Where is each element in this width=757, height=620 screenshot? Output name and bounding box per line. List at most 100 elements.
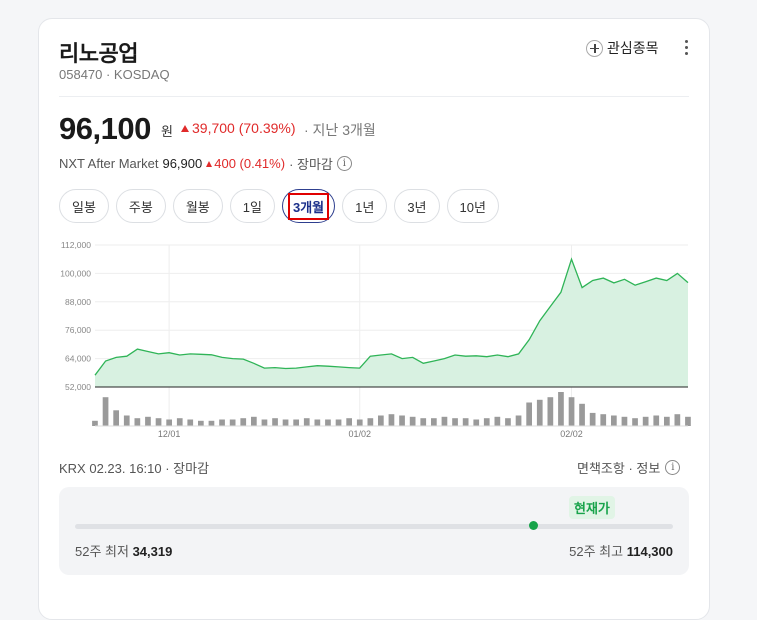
- nxt-after-market: NXT After Market 96,900 400 (0.41%) · 장마…: [59, 154, 352, 173]
- tab-weekly[interactable]: 주봉: [115, 189, 166, 223]
- volume-bar: [483, 418, 490, 426]
- y-tick-label: 112,000: [61, 240, 91, 250]
- volume-bar: [229, 419, 236, 426]
- volume-bar: [441, 416, 448, 426]
- price-unit: 원: [161, 124, 173, 139]
- watchlist-label: 관심종목: [607, 40, 659, 56]
- volume-bar: [272, 418, 278, 426]
- current-price-marker: [529, 521, 538, 530]
- volume-bar: [123, 415, 130, 426]
- volume-bar: [378, 415, 384, 426]
- volume-bar: [251, 416, 257, 426]
- current-price-badge: 현재가: [569, 496, 615, 519]
- nxt-status: · 장마감: [289, 157, 333, 172]
- volume-bar: [526, 402, 532, 426]
- volume-bar: [462, 418, 469, 426]
- y-tick-label: 76,000: [65, 325, 91, 335]
- plus-icon: [586, 39, 603, 57]
- volume-bar: [505, 418, 511, 426]
- volume-bar: [219, 419, 225, 426]
- info-icon[interactable]: i: [336, 156, 352, 171]
- x-tick-label: 01/02: [348, 429, 371, 439]
- nxt-label: NXT After Market: [59, 156, 159, 171]
- 52-week-low: 52주 최저 34,319: [75, 544, 173, 559]
- price-change: 39,700 (70.39%): [181, 120, 296, 136]
- volume-bar: [621, 416, 628, 426]
- volume-bar: [515, 415, 522, 426]
- volume-bar: [92, 420, 98, 426]
- volume-bar: [589, 412, 596, 426]
- volume-bar: [600, 414, 607, 426]
- volume-bar: [240, 418, 247, 426]
- volume-bar: [664, 416, 670, 426]
- volume-bar: [409, 416, 416, 426]
- volume-bar: [367, 418, 374, 426]
- volume-bar: [346, 418, 352, 426]
- nxt-change: 400 (0.41%): [206, 156, 285, 171]
- tab-3y[interactable]: 3년: [394, 189, 440, 223]
- price-area: [95, 259, 688, 387]
- volume-bar: [155, 418, 162, 426]
- change-period: · 지난 3개월: [304, 122, 376, 138]
- info-icon[interactable]: i: [665, 460, 681, 475]
- volume-bar: [494, 416, 501, 426]
- volume-bar: [166, 419, 172, 426]
- price-line: [94, 257, 689, 376]
- volume-bar: [198, 420, 204, 426]
- volume-bar: [113, 410, 119, 426]
- tab-1y[interactable]: 1년: [342, 189, 388, 223]
- tab-daily[interactable]: 일봉: [59, 189, 109, 223]
- disclaimer-info[interactable]: 면책조항 · 정보 i: [577, 458, 681, 477]
- y-tick-label: 52,000: [65, 382, 91, 392]
- current-price: 96,100: [59, 111, 151, 146]
- volume-bar: [473, 419, 480, 426]
- x-tick-label: 12/01: [158, 429, 181, 439]
- volume-bar: [653, 415, 660, 426]
- volume-bar: [388, 414, 395, 426]
- stock-name: 리노공업: [59, 41, 138, 66]
- nxt-price: 96,900: [162, 156, 203, 171]
- chart-period-tabs: 일봉 주봉 월봉 1일 3개월 1년 3년 10년: [59, 189, 499, 223]
- more-options-icon[interactable]: [682, 40, 690, 56]
- volume-bar: [356, 419, 363, 426]
- volume-bar: [431, 418, 437, 426]
- range-track: [75, 524, 673, 529]
- watchlist-button[interactable]: 관심종목: [586, 38, 659, 58]
- stock-code-market: 058470 · KOSDAQ: [59, 67, 170, 82]
- volume-bar: [282, 419, 289, 426]
- up-triangle-icon: [206, 161, 213, 167]
- volume-bar: [303, 418, 310, 426]
- volume-bar: [611, 415, 617, 426]
- up-triangle-icon: [181, 125, 189, 132]
- tab-1d[interactable]: 1일: [229, 189, 275, 223]
- y-tick-label: 88,000: [65, 297, 91, 307]
- volume-bar: [335, 419, 342, 426]
- volume-bar: [314, 419, 321, 426]
- price-chart[interactable]: 112,000 100,000 88,000 76,000 64,000 52,000 12…: [58, 238, 692, 443]
- market-timestamp: KRX 02.23. 16:10 · 장마감: [59, 461, 210, 476]
- volume-bar: [145, 416, 151, 426]
- volume-bar: [208, 420, 215, 426]
- volume-bar: [134, 418, 141, 426]
- 52-week-range: 현재가 52주 최저 34,319 52주 최고 114,300: [59, 487, 689, 575]
- volume-bar: [632, 418, 638, 426]
- volume-bar: [325, 419, 331, 426]
- x-tick-label: 02/02: [560, 429, 583, 439]
- tab-10y[interactable]: 10년: [446, 189, 499, 223]
- tab-monthly[interactable]: 월봉: [172, 189, 223, 223]
- volume-bar: [420, 418, 427, 426]
- volume-bar: [674, 414, 681, 426]
- divider: [59, 96, 689, 97]
- y-tick-label: 64,000: [65, 354, 91, 364]
- volume-bar: [187, 419, 194, 426]
- volume-bar: [102, 397, 109, 426]
- volume-bar: [293, 419, 299, 426]
- volume-bar: [642, 416, 649, 426]
- tab-3m[interactable]: 3개월: [281, 189, 336, 223]
- volume-bar: [547, 397, 554, 426]
- volume-bar: [558, 392, 564, 426]
- 52-week-high: 52주 최고 114,300: [569, 544, 673, 559]
- volume-bar: [176, 418, 183, 426]
- volume-bar: [568, 397, 575, 426]
- volume-bar: [685, 416, 691, 426]
